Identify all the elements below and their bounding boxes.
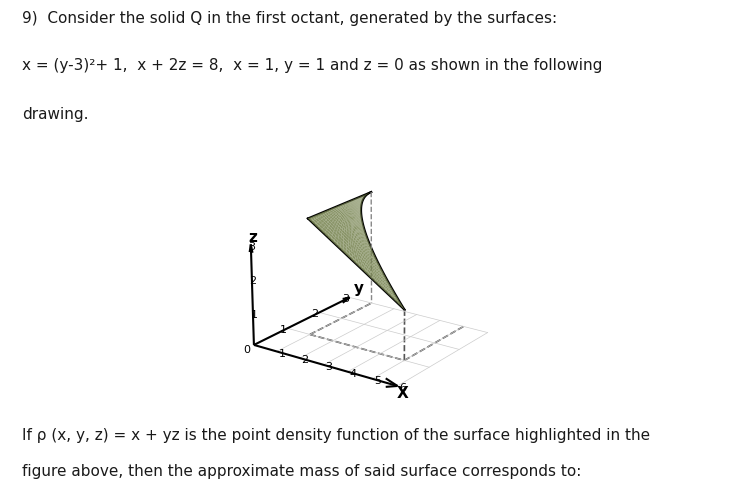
Text: If ρ (x, y, z) = x + yz is the point density function of the surface highlighted: If ρ (x, y, z) = x + yz is the point den… bbox=[22, 427, 651, 442]
Text: x = (y-3)²+ 1,  x + 2z = 8,  x = 1, y = 1 and z = 0 as shown in the following: x = (y-3)²+ 1, x + 2z = 8, x = 1, y = 1 … bbox=[22, 58, 603, 73]
Text: figure above, then the approximate mass of said surface corresponds to:: figure above, then the approximate mass … bbox=[22, 465, 582, 479]
Text: drawing.: drawing. bbox=[22, 107, 89, 122]
Text: 9)  Consider the solid Q in the first octant, generated by the surfaces:: 9) Consider the solid Q in the first oct… bbox=[22, 11, 557, 26]
